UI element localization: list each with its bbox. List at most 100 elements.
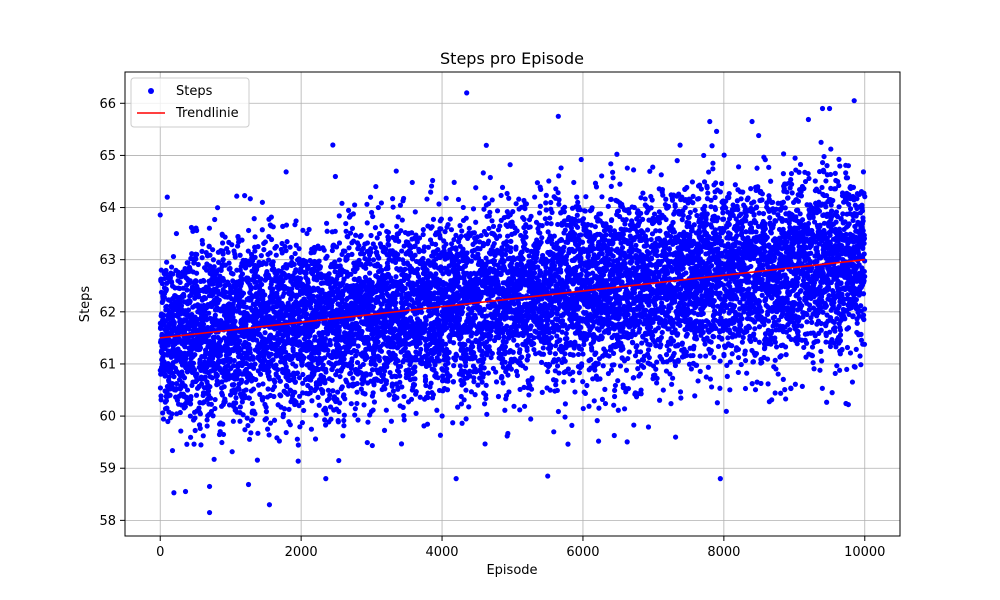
scatter-point	[370, 390, 376, 396]
scatter-point	[200, 321, 207, 327]
scatter-point	[347, 230, 354, 236]
scatter-point	[204, 423, 210, 429]
scatter-point	[505, 372, 511, 378]
scatter-point	[348, 370, 354, 376]
scatter-point	[164, 303, 170, 309]
scatter-point	[320, 362, 326, 368]
scatter-point	[499, 184, 506, 190]
scatter-point	[483, 142, 489, 148]
scatter-point	[428, 380, 434, 386]
scatter-point	[364, 220, 370, 226]
scatter-point	[164, 259, 170, 265]
scatter-point	[237, 404, 243, 410]
scatter-point	[417, 340, 423, 346]
scatter-point	[340, 433, 346, 439]
scatter-point	[268, 351, 274, 357]
scatter-point	[408, 250, 414, 256]
scatter-point	[508, 238, 514, 244]
scatter-point	[430, 392, 437, 398]
scatter-point	[393, 274, 399, 280]
scatter-point	[270, 259, 276, 265]
scatter-point	[249, 417, 255, 423]
scatter-point	[337, 400, 343, 406]
scatter-point	[222, 234, 228, 240]
scatter-point	[184, 287, 190, 293]
scatter-point	[294, 370, 301, 376]
scatter-point	[219, 439, 225, 446]
scatter-point	[163, 398, 170, 404]
scatter-point	[236, 386, 242, 392]
scatter-point	[205, 388, 212, 394]
scatter-point	[399, 248, 405, 254]
scatter-point	[301, 407, 307, 414]
scatter-point	[369, 279, 375, 286]
scatter-point	[341, 356, 347, 362]
scatter-point	[482, 195, 488, 201]
scatter-point	[202, 374, 208, 380]
scatter-point	[359, 288, 365, 294]
scatter-point	[199, 381, 205, 387]
scatter-point	[329, 377, 335, 383]
scatter-point	[239, 271, 246, 277]
scatter-point	[212, 405, 218, 412]
scatter-point	[369, 442, 375, 449]
scatter-point	[401, 417, 407, 423]
scatter-point	[169, 411, 175, 417]
scatter-point	[245, 227, 252, 234]
scatter-point	[475, 382, 481, 388]
scatter-point	[233, 400, 239, 406]
scatter-point	[205, 324, 211, 331]
scatter-point	[317, 264, 323, 270]
scatter-point	[299, 399, 305, 406]
scatter-point	[276, 438, 282, 444]
scatter-point	[210, 413, 216, 419]
scatter-point	[220, 431, 227, 438]
scatter-point	[396, 238, 402, 244]
scatter-point	[354, 380, 360, 387]
scatter-point	[245, 481, 252, 488]
scatter-point	[502, 359, 508, 365]
scatter-point	[161, 359, 167, 365]
scatter-point	[464, 250, 470, 256]
scatter-point	[206, 310, 212, 316]
scatter-point	[394, 223, 400, 230]
scatter-point	[436, 201, 442, 207]
scatter-point	[189, 251, 195, 257]
scatter-point	[429, 224, 435, 230]
scatter-point	[325, 387, 332, 393]
scatter-point	[207, 384, 213, 390]
scatter-point	[327, 342, 333, 348]
scatter-point	[355, 417, 361, 423]
scatter-point	[251, 216, 257, 222]
scatter-point	[466, 225, 472, 231]
scatter-point	[193, 278, 199, 284]
scatter-point	[505, 430, 511, 437]
scatter-point	[397, 202, 404, 208]
scatter-point	[459, 420, 465, 426]
scatter-point	[160, 416, 167, 422]
scatter-points	[157, 90, 868, 516]
scatter-point	[411, 382, 418, 388]
scatter-point	[230, 418, 236, 424]
scatter-point	[320, 388, 326, 394]
scatter-point	[423, 317, 429, 323]
scatter-point	[185, 260, 191, 266]
scatter-point	[424, 421, 431, 427]
scatter-point	[367, 371, 373, 377]
scatter-point	[194, 251, 200, 258]
scatter-point	[325, 347, 331, 353]
scatter-point	[309, 398, 315, 404]
scatter-point	[367, 194, 374, 200]
scatter-point	[354, 400, 360, 407]
scatter-point	[220, 257, 226, 263]
scatter-point	[487, 174, 493, 181]
scatter-point	[207, 395, 214, 401]
scatter-point	[313, 412, 319, 418]
scatter-point	[365, 419, 371, 425]
scatter-point	[352, 202, 358, 208]
scatter-point	[471, 230, 477, 236]
scatter-point	[312, 436, 319, 442]
scatter-point	[432, 241, 439, 247]
scatter-point	[457, 223, 463, 229]
scatter-point	[182, 265, 188, 272]
